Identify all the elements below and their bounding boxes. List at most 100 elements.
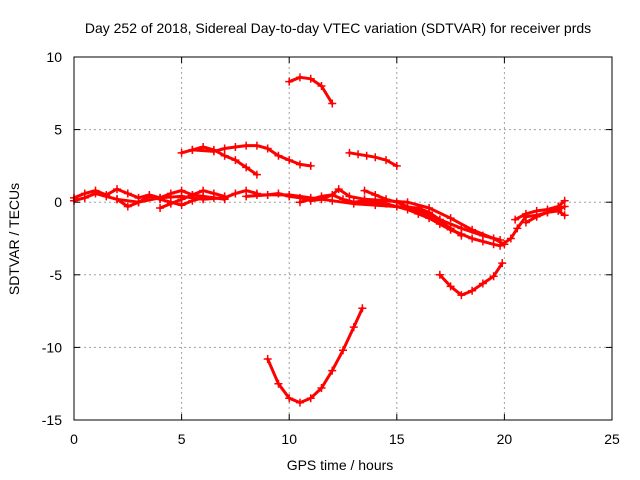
chart-title: Day 252 of 2018, Sidereal Day-to-day VTE… xyxy=(85,20,591,36)
data-point xyxy=(489,240,498,249)
x-axis-ticks: 0 5 10 15 20 25 xyxy=(70,57,620,447)
plot-frame xyxy=(73,56,613,421)
data-point xyxy=(113,185,122,194)
data-point xyxy=(145,190,154,199)
y-axis-label: SDTVAR / TECUs xyxy=(6,183,22,295)
data-point xyxy=(392,161,401,170)
data-point xyxy=(371,153,380,162)
data-point xyxy=(362,151,371,160)
data-point xyxy=(403,202,412,211)
data-point xyxy=(220,144,229,153)
y-tick-label: -5 xyxy=(50,267,63,283)
data-point xyxy=(209,189,218,198)
data-point xyxy=(231,156,240,165)
data-point xyxy=(252,190,261,199)
data-point xyxy=(102,190,111,199)
data-point xyxy=(242,163,251,172)
data-point xyxy=(220,151,229,160)
data-point xyxy=(231,143,240,152)
data-series-group xyxy=(70,73,569,407)
series-line xyxy=(363,189,463,238)
data-point xyxy=(560,211,569,220)
data-point xyxy=(543,208,552,217)
series-arc6 xyxy=(188,141,315,170)
data-point xyxy=(242,192,251,201)
series-arc11 xyxy=(360,186,466,240)
series-arc4 xyxy=(156,186,229,213)
y-tick-label: 5 xyxy=(54,122,62,138)
data-point xyxy=(435,270,444,279)
data-point xyxy=(328,99,337,108)
data-point xyxy=(392,198,401,207)
data-point xyxy=(306,394,315,403)
y-axis-ticks: 10 5 0 -5 -10 -15 xyxy=(42,49,612,428)
data-point xyxy=(435,217,444,226)
x-tick-label: 0 xyxy=(70,431,78,447)
y-tick-label: 10 xyxy=(46,49,62,65)
data-point xyxy=(80,189,89,198)
data-point xyxy=(242,141,251,150)
data-point xyxy=(295,398,304,407)
series-arc5 xyxy=(177,143,261,179)
data-point xyxy=(156,204,165,213)
data-point xyxy=(317,384,326,393)
data-point xyxy=(360,196,369,205)
data-point xyxy=(317,192,326,201)
data-point xyxy=(274,151,283,160)
x-tick-label: 25 xyxy=(604,431,620,447)
data-point xyxy=(468,286,477,295)
data-point xyxy=(188,190,197,199)
data-point xyxy=(521,209,530,218)
data-point xyxy=(123,202,132,211)
data-point xyxy=(231,189,240,198)
data-point xyxy=(511,215,520,224)
data-point xyxy=(188,145,197,154)
x-axis-label: GPS time / hours xyxy=(287,457,394,473)
data-point xyxy=(339,195,347,204)
data-point xyxy=(446,224,455,233)
data-point xyxy=(446,214,455,223)
series-line xyxy=(266,306,364,405)
data-point xyxy=(177,148,186,157)
series-arc9 xyxy=(295,190,444,224)
data-point xyxy=(123,189,132,198)
data-point xyxy=(513,224,522,233)
grid-lines xyxy=(74,57,612,420)
x-tick-label: 20 xyxy=(497,431,513,447)
data-point xyxy=(263,144,272,153)
data-point xyxy=(113,195,122,204)
y-tick-label: -10 xyxy=(42,339,62,355)
data-point xyxy=(446,282,455,291)
data-point xyxy=(382,195,391,204)
series-arc12 xyxy=(511,196,569,224)
series-arc8 xyxy=(252,185,509,249)
data-point xyxy=(468,234,477,243)
data-point xyxy=(554,206,563,215)
data-point xyxy=(295,160,304,169)
data-point xyxy=(306,161,315,170)
data-point xyxy=(532,212,541,221)
data-point xyxy=(414,206,423,215)
data-point xyxy=(349,323,358,332)
series-arc14 xyxy=(285,73,337,108)
data-point xyxy=(328,366,337,375)
data-point xyxy=(334,185,343,194)
data-point xyxy=(156,193,165,202)
data-point xyxy=(425,211,434,220)
data-point xyxy=(457,231,466,240)
data-point xyxy=(521,218,530,227)
data-point xyxy=(478,279,487,288)
data-point xyxy=(177,195,186,204)
data-point xyxy=(263,355,272,364)
data-point xyxy=(295,198,304,207)
data-point xyxy=(560,196,569,205)
data-point xyxy=(345,192,354,201)
data-point xyxy=(285,394,294,403)
data-point xyxy=(209,147,218,156)
data-point xyxy=(91,186,100,195)
data-point xyxy=(285,77,294,86)
x-tick-label: 5 xyxy=(178,431,186,447)
x-tick-label: 10 xyxy=(281,431,297,447)
data-point xyxy=(345,148,354,157)
